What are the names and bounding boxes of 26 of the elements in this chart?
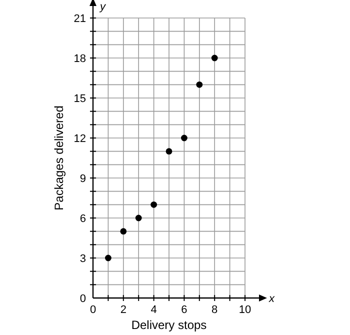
y-tick-label: 6 — [80, 213, 86, 225]
point — [150, 201, 157, 208]
text: x — [268, 293, 275, 305]
point — [196, 81, 203, 88]
y-tick-label: 21 — [74, 13, 86, 25]
x-tick-label: 2 — [120, 304, 126, 316]
point — [135, 214, 142, 222]
y-tick-label: 0 — [80, 293, 86, 305]
y-tick-label: 3 — [80, 253, 86, 265]
point — [166, 148, 172, 155]
x-tick-label: 8 — [212, 304, 218, 316]
x-tick-label: 10 — [238, 304, 252, 316]
point — [120, 228, 127, 235]
y-tick-label: 18 — [74, 53, 86, 65]
point — [181, 134, 188, 142]
x-tick-label: 4 — [150, 304, 157, 316]
x-tick-label: 0 — [90, 304, 96, 316]
point — [211, 54, 218, 62]
point — [105, 254, 112, 262]
y-axis-title: Packages delivered — [52, 106, 66, 210]
y-tick-label: 12 — [74, 133, 86, 145]
x-tick-label: 6 — [181, 304, 188, 316]
x-axis-title: Delivery stops — [131, 318, 207, 332]
y-tick-label: 9 — [80, 173, 86, 185]
text: y — [99, 1, 107, 13]
y-tick-label: 15 — [74, 93, 86, 105]
